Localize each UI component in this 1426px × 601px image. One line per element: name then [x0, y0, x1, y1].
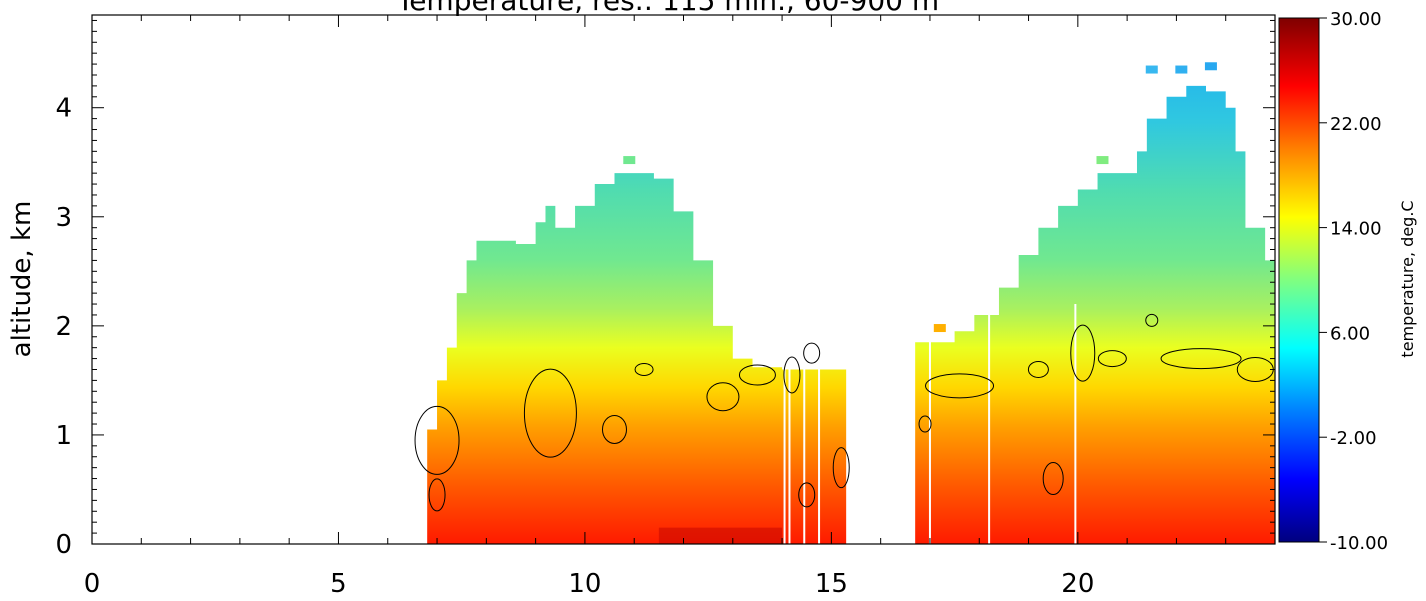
y-tick-labels: 0 1 2 3 4 — [55, 94, 72, 560]
contour-line — [803, 342, 821, 364]
isolated-patch — [623, 156, 636, 165]
contour-line — [925, 373, 995, 399]
y-tick-label: 3 — [55, 203, 72, 233]
x-tick-label: 10 — [568, 569, 601, 599]
contour-line — [798, 482, 816, 508]
contour-line — [738, 364, 776, 386]
colorbar-tick-label: 30.00 — [1330, 9, 1382, 30]
colorbar-tick-label: 22.00 — [1330, 114, 1382, 135]
contour-line — [414, 405, 460, 475]
surface-warm-band — [658, 527, 783, 544]
contour-line — [1027, 360, 1049, 378]
contour-line — [918, 415, 932, 433]
contour-lines — [414, 313, 1274, 512]
isolated-patch — [1096, 156, 1109, 165]
x-tick-label: 15 — [815, 569, 848, 599]
isolated-patch — [1145, 65, 1158, 74]
y-tick-label: 1 — [55, 421, 72, 451]
contour-line — [1097, 350, 1127, 368]
y-axis-label: altitude, km — [7, 201, 37, 358]
heatmap-segment-left — [427, 173, 847, 544]
contour-line — [832, 447, 850, 489]
contour-line — [1042, 462, 1064, 496]
contour-line — [1160, 348, 1242, 370]
y-tick-label: 0 — [55, 530, 72, 560]
x-tick-label: 20 — [1061, 569, 1094, 599]
axis-ticks — [91, 15, 1276, 545]
colorbar-tick-label: -10.00 — [1330, 533, 1388, 554]
colorbar — [1278, 17, 1320, 543]
isolated-patch — [1175, 65, 1188, 74]
contour-line — [783, 356, 801, 394]
colorbar-label: temperature, deg.C — [1398, 200, 1417, 357]
heatmap-segment-right — [915, 85, 1275, 544]
x-tick-label: 5 — [330, 569, 347, 599]
contour-line — [1070, 324, 1096, 382]
contour-line — [634, 362, 654, 376]
isolated-patch — [933, 324, 946, 333]
x-tick-labels: 0 5 10 15 20 — [84, 569, 1095, 599]
colorbar-tick-label: -2.00 — [1330, 428, 1377, 449]
contour-line — [523, 368, 577, 458]
colorbar-tick-label: 14.00 — [1330, 219, 1382, 240]
colorbar-ticks: 30.00 22.00 14.00 6.00 -2.00 -10.00 — [1319, 9, 1388, 554]
y-tick-label: 4 — [55, 94, 72, 124]
isolated-patch — [1204, 62, 1217, 71]
contour-line — [1145, 313, 1159, 327]
heatmap-field — [427, 62, 1275, 544]
x-tick-label: 0 — [84, 569, 101, 599]
chart-title: Temperature, res.: 115 min., 60-900 m — [396, 0, 939, 17]
colorbar-tick-label: 6.00 — [1330, 323, 1370, 344]
y-tick-label: 2 — [55, 312, 72, 342]
contour-line — [706, 382, 740, 412]
contour-line — [601, 414, 627, 444]
contour-line — [428, 478, 446, 512]
